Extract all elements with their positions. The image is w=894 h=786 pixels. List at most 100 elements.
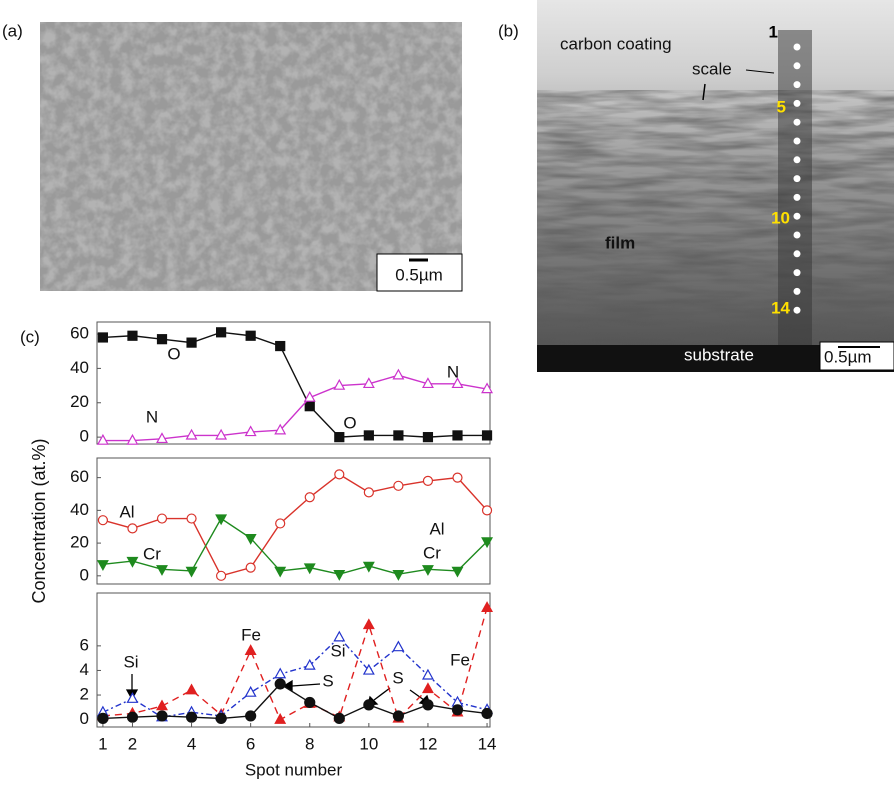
y-axis-label: Concentration (at.%) (29, 438, 49, 603)
spot-dot (794, 81, 801, 88)
y-tick-label: 2 (80, 685, 89, 704)
series-label: O (167, 344, 180, 363)
panel-label: (c) (20, 327, 40, 346)
y-tick-label: 40 (70, 500, 89, 519)
marker (157, 566, 167, 575)
marker (98, 561, 108, 570)
marker (305, 697, 315, 707)
marker (187, 712, 197, 722)
marker (423, 433, 432, 442)
y-tick-label: 0 (80, 427, 89, 446)
y-tick-label: 40 (70, 358, 89, 377)
marker (187, 338, 196, 347)
marker (246, 711, 256, 721)
spot-dot (794, 288, 801, 295)
marker (98, 333, 107, 342)
marker (217, 328, 226, 337)
marker (423, 700, 433, 710)
marker (275, 679, 285, 689)
annotation: scale (692, 59, 732, 78)
annotation: Si (330, 641, 345, 660)
marker (187, 685, 197, 694)
spot-dot (794, 138, 801, 145)
x-tick-label: 6 (246, 734, 255, 753)
marker (364, 620, 374, 629)
series-label: Al (119, 502, 134, 521)
marker (393, 571, 403, 580)
x-tick-label: 10 (359, 734, 378, 753)
tem-texture (537, 90, 894, 372)
marker (217, 571, 226, 580)
sem-texture (40, 22, 462, 291)
marker (335, 470, 344, 479)
spot-dot (794, 232, 801, 239)
y-tick-label: 6 (80, 635, 89, 654)
marker (453, 431, 462, 440)
x-axis-label: Spot number (245, 760, 343, 779)
y-tick-label: 4 (80, 660, 89, 679)
marker (453, 473, 462, 482)
marker (305, 402, 314, 411)
marker (483, 431, 492, 440)
y-tick-label: 60 (70, 324, 89, 343)
spot-dot (794, 100, 801, 107)
spot-dot (794, 44, 801, 51)
scale-text: 0.5µm (824, 347, 872, 366)
marker (128, 331, 137, 340)
marker (275, 567, 285, 576)
spot-label: 10 (771, 208, 790, 227)
marker (364, 700, 374, 710)
spot-dot (794, 213, 801, 220)
marker (157, 701, 167, 710)
marker (98, 516, 107, 525)
marker (187, 514, 196, 523)
x-tick-label: 14 (478, 734, 497, 753)
annotation: Cr (423, 543, 441, 562)
marker (216, 713, 226, 723)
spot-label: 5 (777, 97, 786, 116)
marker (423, 476, 432, 485)
marker (276, 519, 285, 528)
marker (393, 370, 403, 379)
marker (246, 331, 255, 340)
marker (483, 506, 492, 515)
marker (158, 514, 167, 523)
marker (394, 431, 403, 440)
marker (335, 433, 344, 442)
spot-dot (794, 156, 801, 163)
annotation: film (605, 233, 635, 252)
marker (393, 642, 403, 651)
spot-label: 1 (769, 22, 778, 41)
annotation: N (447, 362, 459, 381)
marker (305, 660, 315, 669)
spot-dot (794, 307, 801, 314)
y-tick-label: 20 (70, 392, 89, 411)
x-tick-label: 2 (128, 734, 137, 753)
annotation: substrate (684, 345, 754, 364)
annotation: O (343, 413, 356, 432)
marker (98, 435, 108, 444)
marker (246, 645, 256, 654)
spot-dot (794, 194, 801, 201)
series-label: Cr (143, 544, 161, 563)
spot-dot (794, 269, 801, 276)
panel-label: (b) (498, 21, 519, 40)
series-label: Si (123, 652, 138, 671)
x-tick-label: 12 (418, 734, 437, 753)
spot-dot (794, 62, 801, 69)
marker (275, 669, 285, 678)
marker (276, 342, 285, 351)
y-tick-label: 20 (70, 533, 89, 552)
marker (452, 705, 462, 715)
figure: (a) 0.5µm (b) carbon coating scale film … (0, 0, 894, 781)
marker (423, 683, 433, 692)
marker (482, 602, 492, 611)
marker (305, 493, 314, 502)
spot-dot (794, 119, 801, 126)
annotation: Fe (450, 650, 470, 669)
marker (334, 571, 344, 580)
x-tick-label: 8 (305, 734, 314, 753)
marker (128, 524, 137, 533)
annotation: carbon coating (560, 34, 672, 53)
marker (98, 713, 108, 723)
